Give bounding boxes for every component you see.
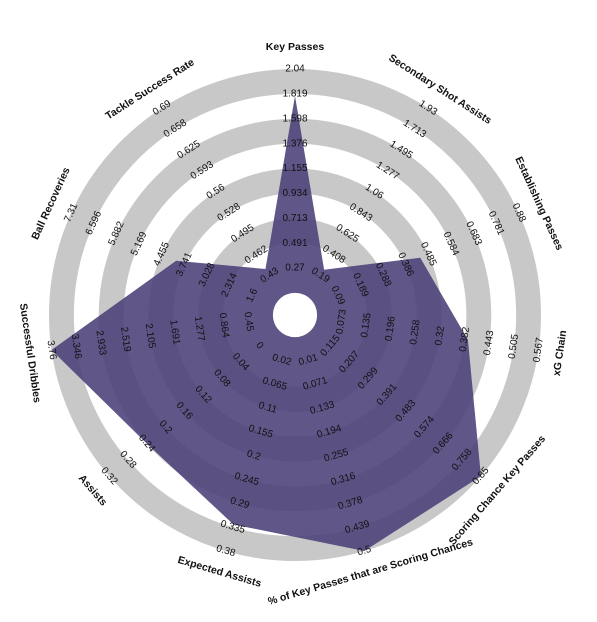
- tick-label: 0.02: [271, 352, 293, 368]
- tick-label: 1.6: [244, 287, 260, 305]
- tick-label: 0.38: [215, 543, 237, 559]
- tick-label: 0.27: [285, 263, 305, 274]
- tick-label: 1.277: [192, 316, 207, 343]
- ring: [49, 69, 541, 561]
- tick-label: 1.376: [282, 138, 307, 149]
- tick-label: 0.45: [242, 311, 256, 332]
- tick-label: 1.155: [282, 163, 307, 174]
- tick-label: 0.073: [334, 308, 349, 335]
- tick-label: 2.04: [285, 64, 305, 75]
- tick-label: 2.105: [143, 323, 158, 350]
- tick-label: 3.346: [69, 333, 84, 360]
- axis-label: Successful Dribbles: [17, 303, 43, 404]
- tick-label: 0.01: [297, 352, 319, 368]
- tick-label: 0.443: [482, 329, 497, 356]
- tick-label: 0.258: [408, 319, 423, 346]
- tick-label: 0.135: [359, 312, 374, 339]
- tick-label: 0.29: [229, 495, 251, 511]
- radar-area: [51, 95, 481, 552]
- tick-label: 1.691: [167, 319, 182, 346]
- tick-label: 0.491: [282, 238, 307, 249]
- tick-label: 0.2: [245, 448, 262, 463]
- tick-label: 0.32: [433, 325, 447, 346]
- center-hole: [272, 292, 318, 338]
- tick-label: 0.11: [257, 400, 278, 416]
- tick-label: 0: [253, 340, 265, 352]
- tick-label: 2.933: [93, 330, 108, 357]
- tick-label: 0.713: [282, 213, 307, 224]
- tick-label: 0.382: [458, 326, 473, 353]
- tick-label: 0.5: [356, 544, 373, 559]
- axis-label: xG Chain: [551, 329, 569, 376]
- tick-label: 0.864: [216, 312, 231, 339]
- tick-label: 1.819: [282, 88, 307, 99]
- tick-label: 0.934: [282, 188, 307, 199]
- tick-label: 3.76: [45, 340, 59, 361]
- tick-label: 2.519: [118, 326, 133, 353]
- tick-label: 1.598: [282, 113, 307, 124]
- axis-label: Key Passes: [266, 41, 325, 53]
- tick-label: 0.196: [383, 315, 398, 342]
- tick-label: 0.505: [507, 333, 522, 360]
- axis-label: Expected Assists: [176, 554, 263, 590]
- tick-label: 0.567: [531, 336, 546, 363]
